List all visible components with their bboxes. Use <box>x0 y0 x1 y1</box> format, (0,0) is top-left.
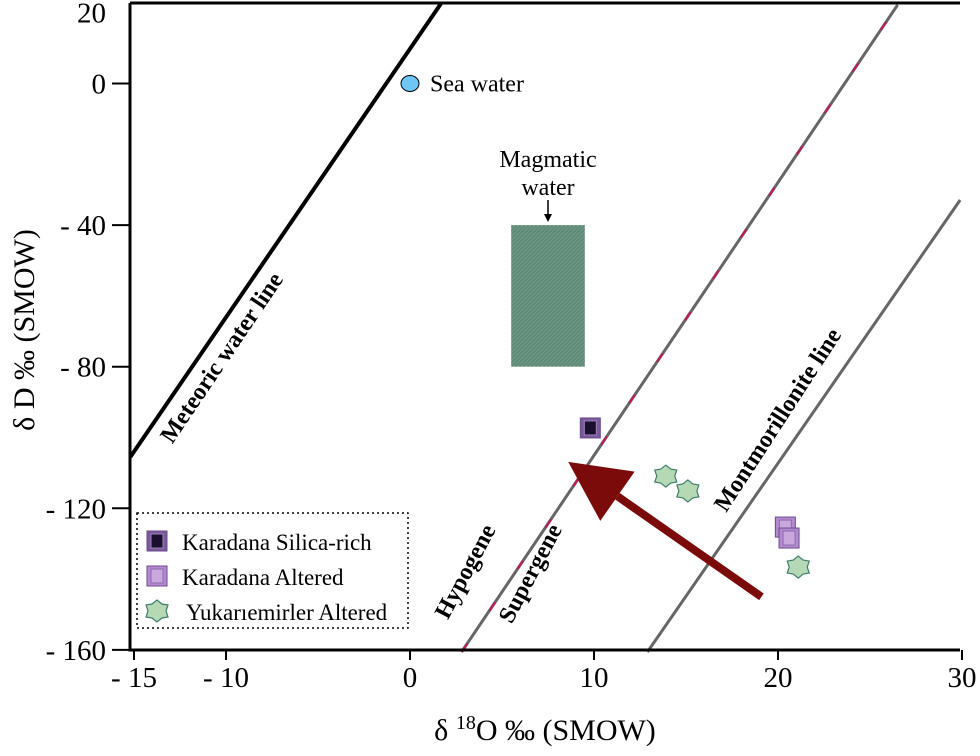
marker-inner <box>150 568 164 584</box>
x-tick-label: 20 <box>764 662 793 694</box>
magmatic-arrow-head <box>544 214 552 222</box>
x-tick-label: 10 <box>580 662 609 694</box>
y-tick-label: 20 <box>77 0 106 30</box>
y-tick-label: - 80 <box>60 352 106 384</box>
x-tick-label: - 10 <box>203 662 249 694</box>
x-axis-label: δ 18O ‰ (SMOW) <box>434 712 656 747</box>
silica-rich-marker <box>579 417 601 439</box>
y-tick-label: - 40 <box>60 210 106 242</box>
x-tick-label: 0 <box>403 662 418 694</box>
y-tick-label: - 120 <box>46 493 106 525</box>
y-axis-label: δ D ‰ (SMOW) <box>8 229 41 431</box>
marker-inner <box>150 533 164 549</box>
magmatic-water-label: Magmatic <box>499 147 596 173</box>
yukariemirler-marker <box>676 479 700 503</box>
marker-inner <box>782 530 796 546</box>
legend-label: Yukarıemirler Altered <box>186 600 388 625</box>
reference-line-2 <box>646 199 962 653</box>
altered-marker <box>146 565 168 587</box>
reference-line-0 <box>128 2 443 459</box>
yukariemirler-marker <box>653 464 678 488</box>
supergene-label: Supergene <box>494 520 568 628</box>
meteoric-line-label: Meteoric water line <box>156 268 289 448</box>
yukariemirler-marker <box>786 555 811 579</box>
trend-arrow-shaft <box>615 492 764 601</box>
marker-inner <box>583 420 597 436</box>
trend-arrow-head <box>568 461 635 521</box>
marker-shape <box>786 555 811 579</box>
marker-shape <box>653 464 678 488</box>
montmorillonite-line-label: Montmorillonite line <box>709 324 847 517</box>
silica-rich-marker <box>146 530 168 552</box>
yukariemirler-marker <box>145 599 169 623</box>
legend-label: Karadana Altered <box>182 565 344 590</box>
altered-marker <box>778 527 800 549</box>
x-tick-label: 30 <box>948 662 977 694</box>
y-tick-label: - 160 <box>46 635 106 667</box>
marker-shape <box>145 599 169 623</box>
y-tick-label: 0 <box>92 69 107 101</box>
magmatic-water-label: water <box>521 175 574 201</box>
x-tick-label: - 15 <box>111 662 157 694</box>
marker-shape <box>676 479 700 503</box>
reference-line-dash <box>460 4 899 653</box>
legend-box <box>136 512 409 629</box>
sea-water-point <box>400 75 420 92</box>
magmatic-water-box <box>511 225 585 367</box>
legend-label: Karadana Silica-rich <box>182 530 372 555</box>
sea-water-label: Sea water <box>430 72 524 98</box>
